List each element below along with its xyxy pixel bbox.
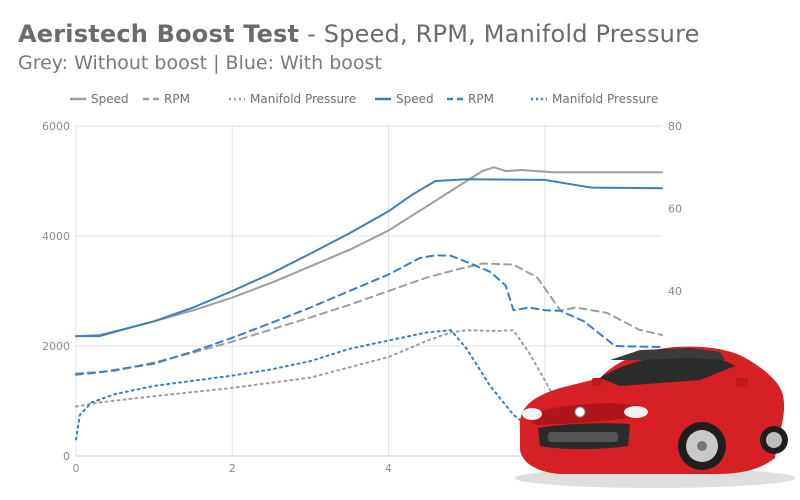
legend-label: Manifold Pressure <box>552 92 658 106</box>
series-line-grey-rpm <box>75 262 663 375</box>
chart-title-bold: Aeristech Boost Test <box>18 20 300 48</box>
chart-subtitle: Grey: Without boost | Blue: With boost <box>18 52 382 74</box>
series-line-grey-manifold-pressure <box>75 329 578 424</box>
y-right-tick-label: 80 <box>668 120 682 133</box>
series-line-grey-speed <box>75 166 663 338</box>
series-lines <box>75 166 663 441</box>
legend-label: Speed <box>91 92 129 106</box>
x-tick-label: 0 <box>73 462 80 475</box>
axes: 0 2000 4000 6000 40 60 80 0 2 4 <box>42 120 682 475</box>
y-left-tick-label: 6000 <box>42 120 70 133</box>
series-line-blue-manifold-pressure <box>75 329 546 441</box>
y-left-tick-label: 0 <box>63 450 70 463</box>
y-right-tick-label: 40 <box>668 285 682 298</box>
legend-label: Manifold Pressure <box>250 92 356 106</box>
x-tick-label: 2 <box>229 462 236 475</box>
y-right-tick-label: 60 <box>668 203 682 216</box>
y-left-tick-label: 4000 <box>42 230 70 243</box>
car-image <box>515 346 795 488</box>
legend-label: RPM <box>164 92 190 106</box>
legend: Speed RPM Manifold Pressure Speed RPM Manifol… <box>70 92 658 106</box>
legend-label: RPM <box>468 92 494 106</box>
legend-label: Speed <box>396 92 434 106</box>
x-tick-label: 4 <box>385 462 392 475</box>
series-line-blue-speed <box>75 178 663 338</box>
chart-title: Aeristech Boost Test - Speed, RPM, Manif… <box>18 20 700 48</box>
chart-title-rest: - Speed, RPM, Manifold Pressure <box>307 20 700 48</box>
series-line-blue-rpm <box>75 254 663 376</box>
y-left-tick-label: 2000 <box>42 340 70 353</box>
